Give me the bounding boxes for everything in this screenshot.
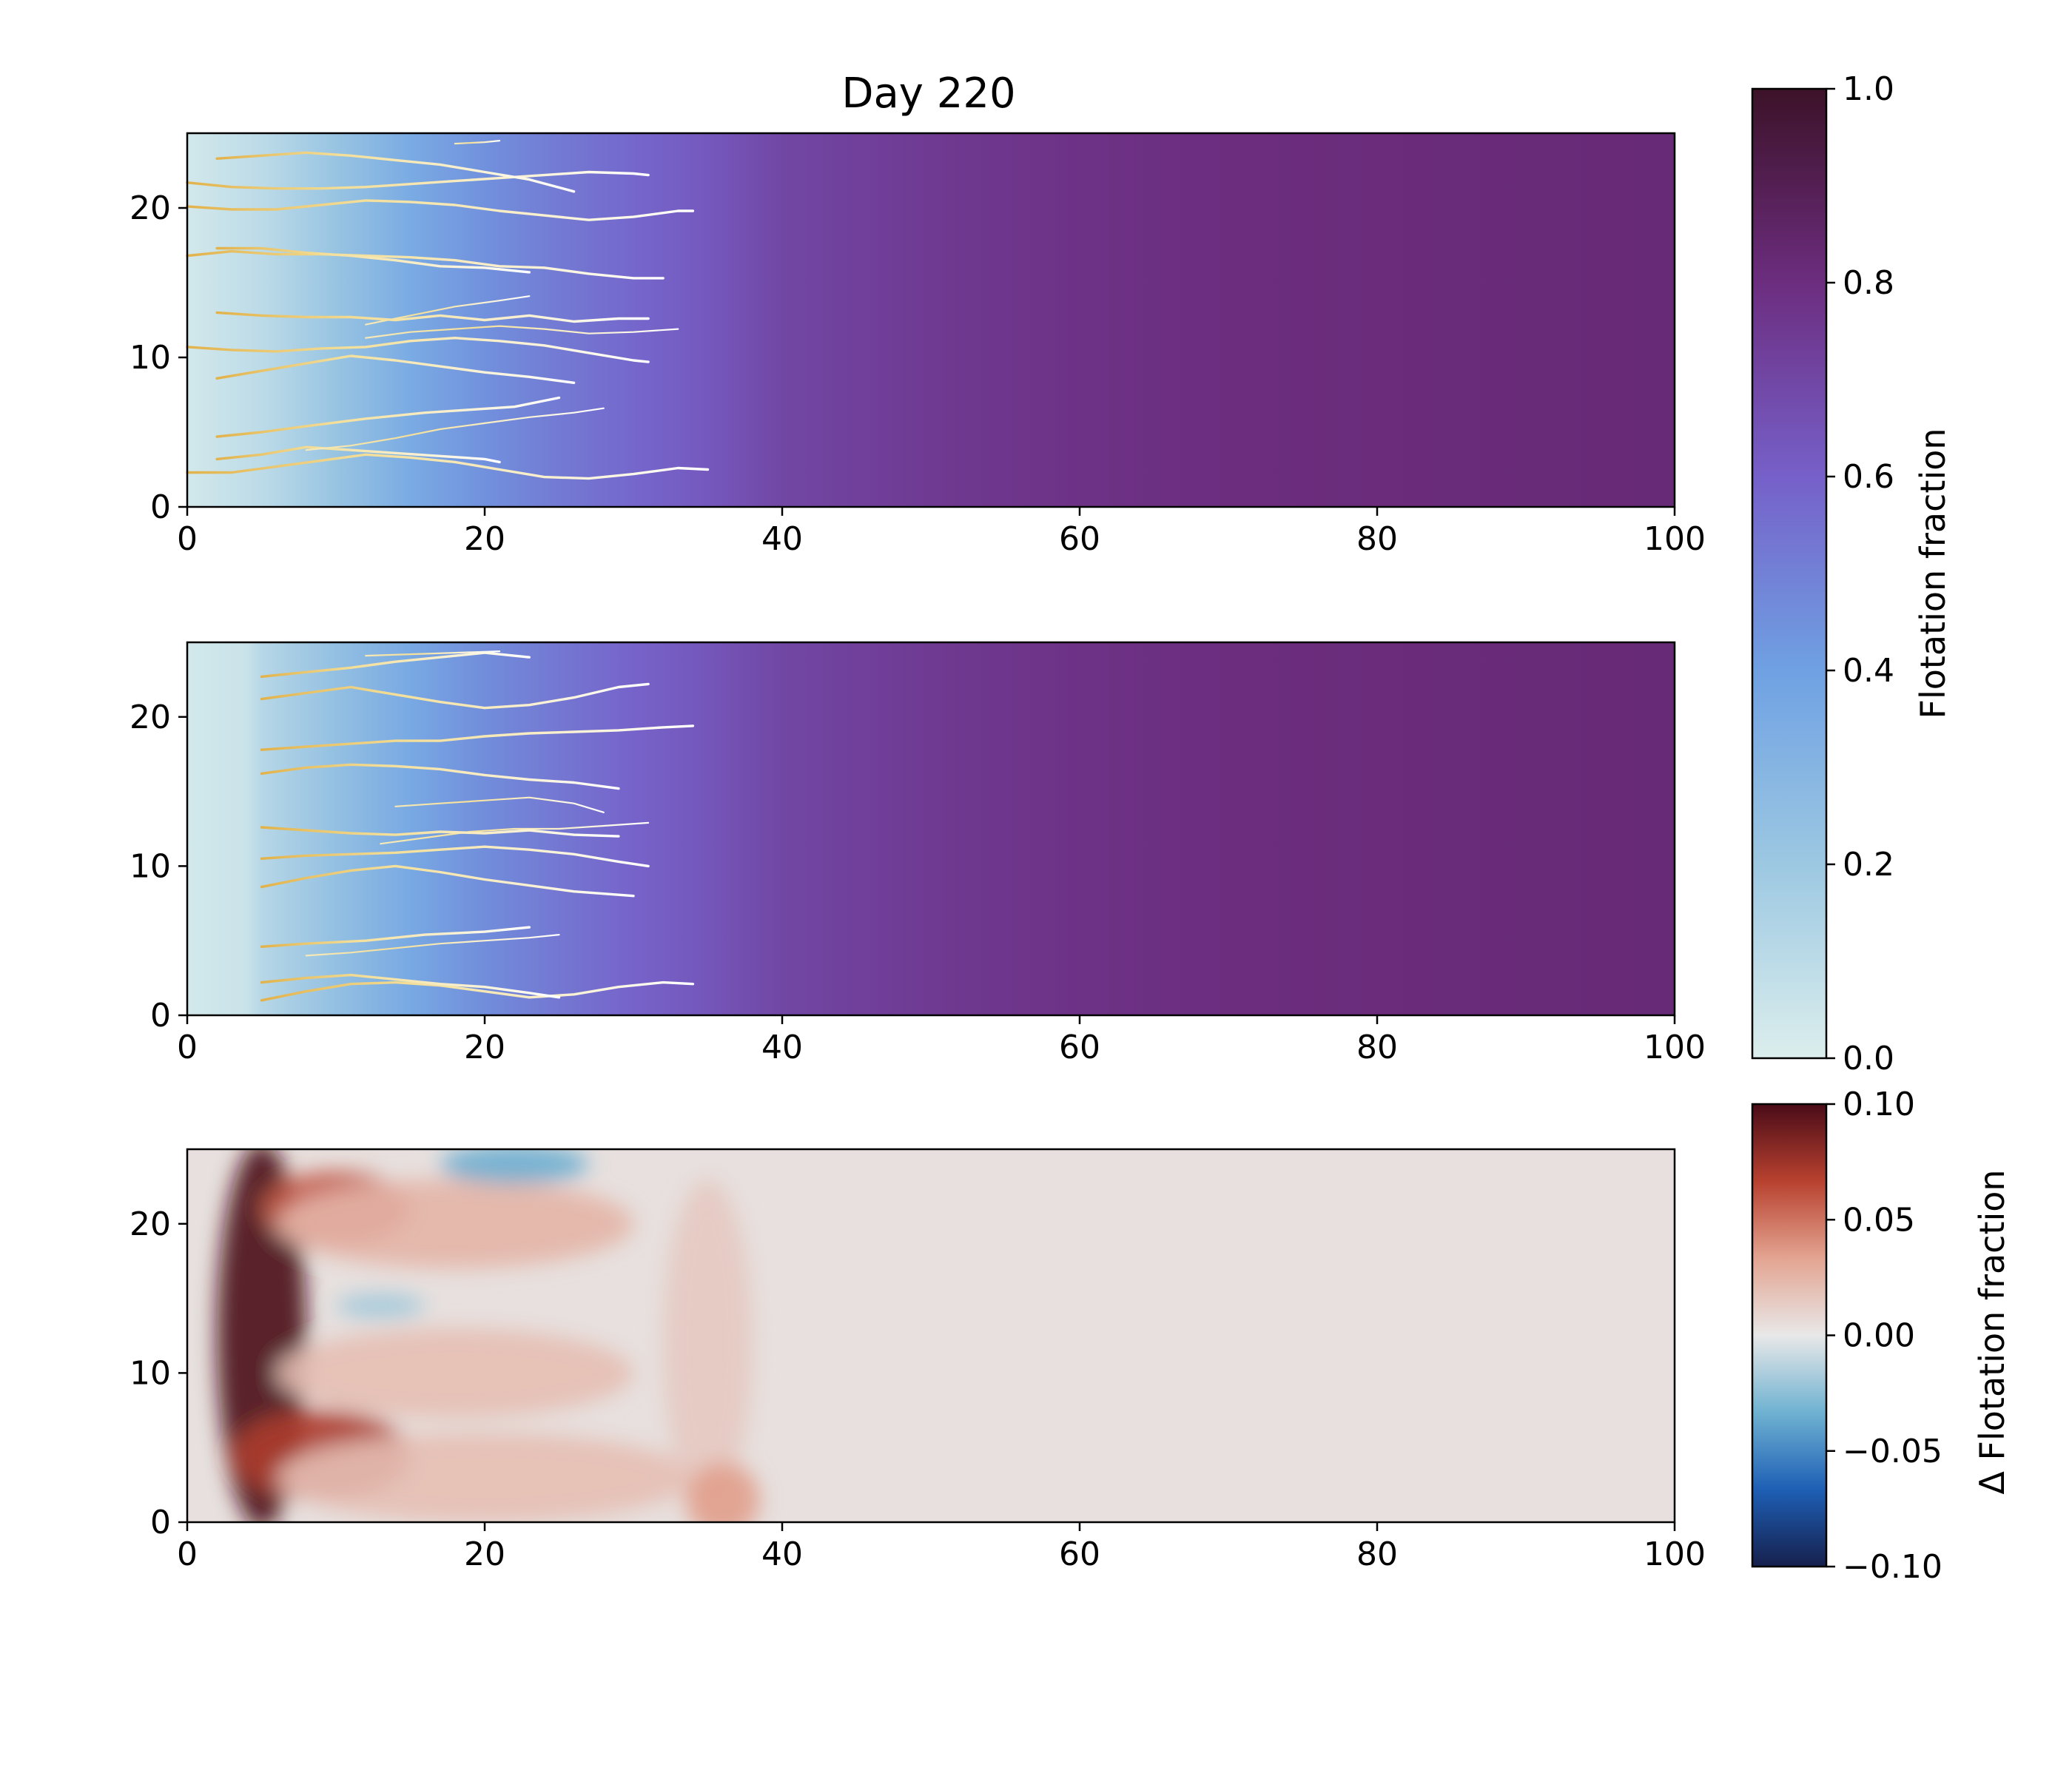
channel-line — [260, 845, 650, 868]
y-tick-label: 0 — [150, 1504, 171, 1541]
x-tick-label: 20 — [464, 1536, 505, 1573]
channel-line — [260, 651, 531, 679]
channel-line — [260, 973, 561, 999]
channel-line — [215, 151, 576, 193]
x-tick-label: 60 — [1059, 1029, 1100, 1066]
y-tick-label: 20 — [130, 699, 171, 736]
plot-frame-0 — [186, 132, 1676, 508]
x-tick-label: 40 — [761, 1029, 803, 1066]
channel-line — [186, 199, 695, 221]
flotation-field — [187, 133, 1675, 507]
panel-day220-top: 0 20 40 60 80 100 0 10 20 — [130, 132, 1706, 558]
channel-line — [186, 453, 710, 480]
y-tick-label: 0 — [150, 997, 171, 1035]
channel-line — [305, 407, 605, 451]
channel-line — [305, 933, 560, 957]
channel-line — [380, 821, 650, 845]
x-tick-label: 100 — [1644, 1536, 1706, 1573]
panel-day220-middle: 0 20 40 60 80 100 0 10 20 — [130, 641, 1706, 1066]
channel-line — [215, 311, 650, 323]
colorbar-tick-label: 0.10 — [1843, 1086, 1915, 1123]
y-tick-label: 10 — [130, 1354, 171, 1392]
colorbar-tick-label: 0.05 — [1843, 1201, 1915, 1239]
channel-line — [260, 926, 531, 949]
channel-line — [365, 650, 501, 657]
difference-hotspot — [685, 1462, 760, 1522]
colorbar-delta-flotation: 0.10 0.05 0.00 −0.05 −0.10 — [1751, 1086, 1942, 1586]
y-tick-label: 10 — [130, 339, 171, 377]
y-tick-label: 0 — [150, 488, 171, 526]
channel-line — [215, 445, 501, 464]
x-tick-label: 0 — [177, 1029, 198, 1066]
colorbar-tick-label: 0.4 — [1843, 652, 1894, 690]
channel-line — [215, 396, 561, 438]
x-tick-label: 0 — [177, 520, 198, 558]
channel-line — [394, 796, 605, 813]
colorbar-tick-label: 0.8 — [1843, 264, 1894, 302]
colorbar-label-flotation: Flotation fraction — [1913, 428, 1953, 719]
colorbar-label-delta: Δ Flotation fraction — [1972, 1169, 2012, 1494]
chart-title: Day 220 — [841, 70, 1015, 118]
colorbar-tick-label: 0.0 — [1843, 1040, 1894, 1077]
y-tick-label: 10 — [130, 847, 171, 885]
channel-line — [260, 724, 695, 751]
channel-line — [215, 354, 576, 384]
colorbar-tick-label: 0.00 — [1843, 1317, 1915, 1355]
x-tick-label: 80 — [1356, 520, 1398, 558]
difference-hotspot — [276, 1328, 633, 1418]
y-tick-label: 20 — [130, 189, 171, 227]
channel-line — [454, 140, 501, 145]
panel-difference: 0 20 40 60 80 100 0 10 20 — [130, 1148, 1706, 1573]
x-tick-label: 60 — [1059, 520, 1100, 558]
colorbar-tick-label: 1.0 — [1843, 70, 1894, 108]
channel-line — [260, 826, 620, 838]
channel-line — [186, 170, 650, 190]
x-tick-label: 20 — [464, 1029, 505, 1066]
channel-line — [260, 980, 695, 1002]
channel-line — [365, 295, 531, 326]
difference-hotspot — [276, 1179, 633, 1269]
difference-hotspot — [276, 1433, 693, 1522]
difference-hotspot — [336, 1294, 426, 1318]
difference-hotspot — [663, 1179, 753, 1507]
colorbar-flotation: 0.0 0.2 0.4 0.6 0.8 1.0 — [1751, 70, 1894, 1077]
channel-line — [186, 249, 665, 280]
y-tick-label: 20 — [130, 1205, 171, 1243]
x-tick-label: 80 — [1356, 1536, 1398, 1573]
plot-frame-2 — [186, 1148, 1676, 1524]
x-tick-label: 0 — [177, 1536, 198, 1573]
colorbar-bar — [1751, 87, 1828, 1060]
plot-frame-1 — [186, 641, 1676, 1017]
difference-hotspot — [440, 1149, 589, 1184]
colorbar-tick-label: 0.2 — [1843, 846, 1894, 884]
channel-line — [186, 337, 650, 363]
colorbar-bar — [1751, 1103, 1828, 1568]
x-tick-label: 40 — [761, 1536, 803, 1573]
colorbar-tick-label: −0.05 — [1843, 1433, 1942, 1470]
x-tick-label: 80 — [1356, 1029, 1398, 1066]
colorbar-tick-label: 0.6 — [1843, 458, 1894, 496]
x-tick-label: 100 — [1644, 1029, 1706, 1066]
x-tick-label: 20 — [464, 520, 505, 558]
x-tick-label: 40 — [761, 520, 803, 558]
colorbar-tick-label: −0.10 — [1843, 1548, 1942, 1586]
channel-line — [260, 864, 635, 898]
x-tick-label: 60 — [1059, 1536, 1100, 1573]
channel-line — [260, 682, 650, 710]
channel-line — [260, 763, 620, 790]
flotation-field — [187, 642, 1675, 1015]
channel-line — [365, 325, 679, 339]
x-tick-label: 100 — [1644, 520, 1706, 558]
channel-line — [215, 246, 531, 274]
